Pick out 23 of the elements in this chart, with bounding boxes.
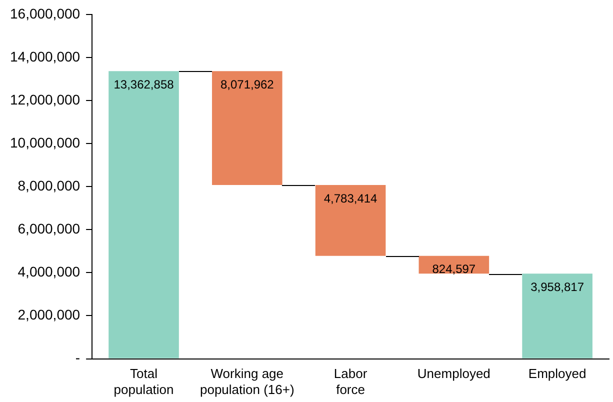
y-tick-label: - <box>75 350 80 366</box>
bar <box>212 71 282 186</box>
x-tick-label: Labor force <box>334 366 368 397</box>
data-label: 3,958,817 <box>530 280 584 294</box>
x-tick-label: Working age population (16+) <box>200 366 294 397</box>
bar <box>522 274 592 358</box>
annotation: 8,071,962 <box>220 77 274 92</box>
y-tick-label: 12,000,000 <box>10 91 80 108</box>
data-label: 13,362,858 <box>114 77 174 92</box>
y-tick-label: 4,000,000 <box>18 264 80 280</box>
x-tick-label: Total population <box>114 366 174 397</box>
y-tick-label: 10,000,000 <box>10 134 80 150</box>
annotation: 4,783,414 <box>324 191 378 206</box>
y-tick-label: 2,000,000 <box>18 306 80 323</box>
y-tick-label: 8,000,000 <box>18 177 80 194</box>
bar <box>315 185 386 256</box>
data-label: 824,597 <box>432 262 476 276</box>
y-tick-label: 6,000,000 <box>18 220 80 237</box>
x-tick-label: Employed <box>528 366 586 382</box>
y-tick-label: 14,000,000 <box>10 48 80 64</box>
bar <box>108 71 179 358</box>
y-tick-label: 16,000,000 <box>10 5 80 22</box>
x-tick-label: Unemployed <box>417 366 490 382</box>
